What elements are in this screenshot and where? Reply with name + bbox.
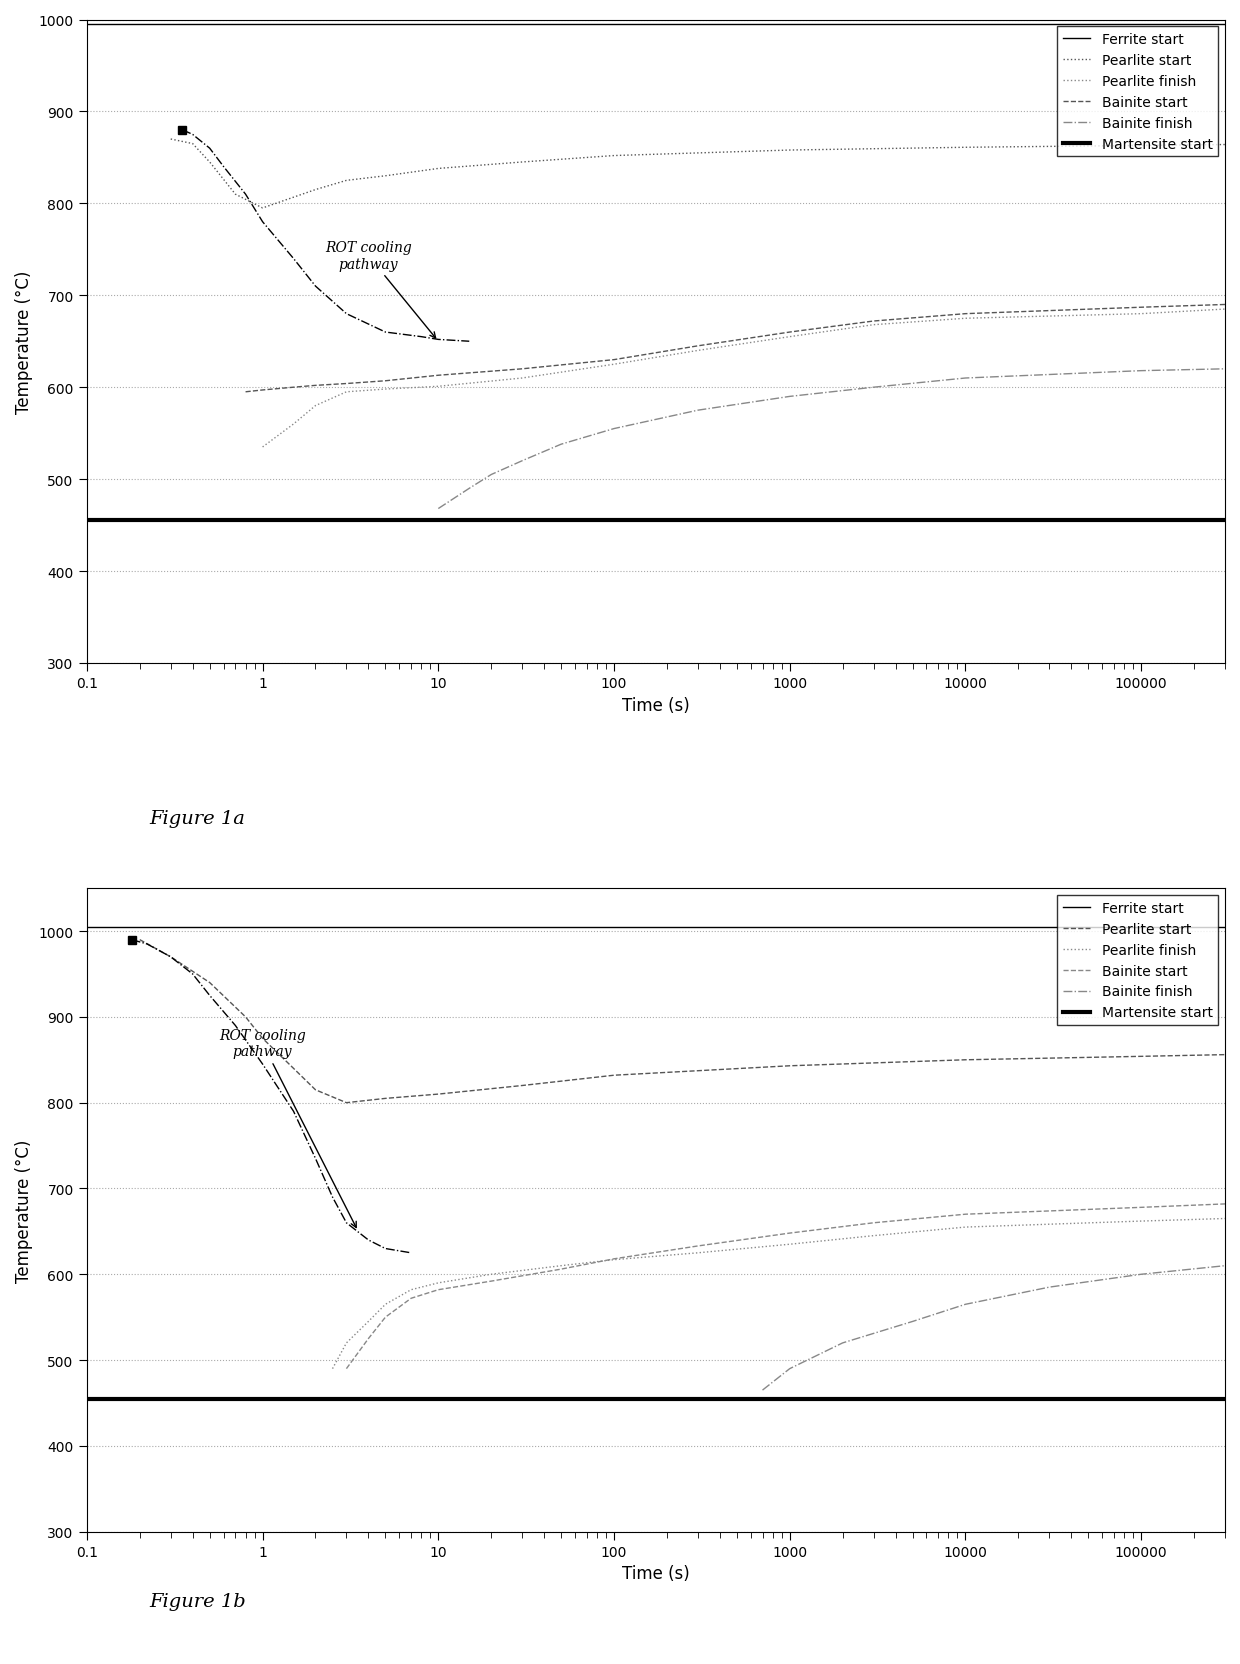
Y-axis label: Temperature (°C): Temperature (°C) <box>15 1138 33 1281</box>
X-axis label: Time (s): Time (s) <box>622 1564 689 1582</box>
Y-axis label: Temperature (°C): Temperature (°C) <box>15 270 33 414</box>
Legend: Ferrite start, Pearlite start, Pearlite finish, Bainite start, Bainite finish, M: Ferrite start, Pearlite start, Pearlite … <box>1056 895 1218 1025</box>
Text: ROT cooling
pathway: ROT cooling pathway <box>219 1028 356 1228</box>
X-axis label: Time (s): Time (s) <box>622 696 689 714</box>
Text: Figure 1a: Figure 1a <box>149 810 244 827</box>
Legend: Ferrite start, Pearlite start, Pearlite finish, Bainite start, Bainite finish, M: Ferrite start, Pearlite start, Pearlite … <box>1056 27 1218 156</box>
Text: ROT cooling
pathway: ROT cooling pathway <box>325 241 435 339</box>
Text: Figure 1b: Figure 1b <box>149 1592 246 1609</box>
